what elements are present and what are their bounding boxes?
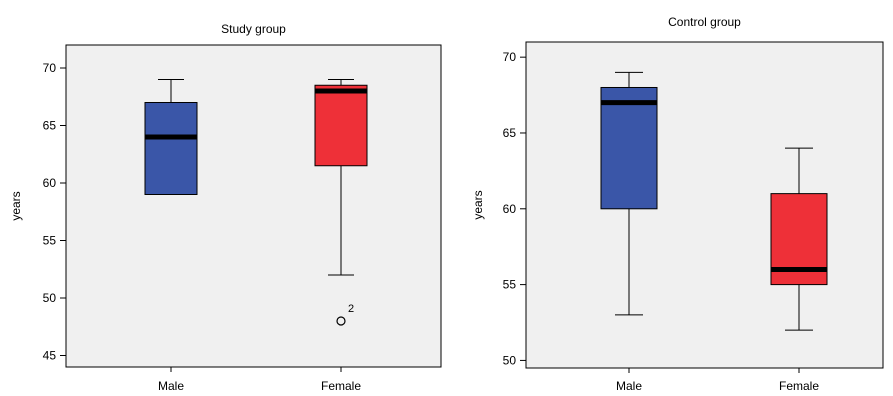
chart1-plot-area xyxy=(65,44,442,368)
chart2-x-tick-label: Male xyxy=(616,379,642,393)
chart2-box-male xyxy=(600,86,658,210)
chart2-y-tick-label: 65 xyxy=(503,126,517,140)
chart1-y-tick-label: 50 xyxy=(43,291,57,305)
chart1-title: Study group xyxy=(221,22,286,36)
chart2-title: Control group xyxy=(668,15,741,29)
chart1-box-male xyxy=(144,102,198,195)
chart2-y-tick-label: 60 xyxy=(503,202,517,216)
chart1-y-tick-label: 65 xyxy=(43,119,57,133)
chart1-x-tick-label: Male xyxy=(158,379,184,393)
chart2-y-axis-label: years xyxy=(471,190,485,219)
chart2-x-tick-label: Female xyxy=(779,379,819,393)
chart1-x-tick-label: Female xyxy=(321,379,361,393)
chart1-y-tick-label: 70 xyxy=(43,61,57,75)
chart1-y-axis-label: years xyxy=(9,191,23,220)
chart1-box-female xyxy=(314,84,368,167)
chart2-y-tick-label: 55 xyxy=(503,278,517,292)
chart1-y-tick-label: 55 xyxy=(43,234,57,248)
chart2-y-tick-label: 70 xyxy=(503,50,517,64)
chart1-y-tick-label: 45 xyxy=(43,349,57,363)
chart2-plot-area xyxy=(525,41,884,369)
chart2-y-tick-label: 50 xyxy=(503,353,517,367)
chart1-outlier-label: 2 xyxy=(348,303,354,315)
chart1-y-tick-label: 60 xyxy=(43,176,57,190)
chart1-outlier-point xyxy=(336,316,346,326)
